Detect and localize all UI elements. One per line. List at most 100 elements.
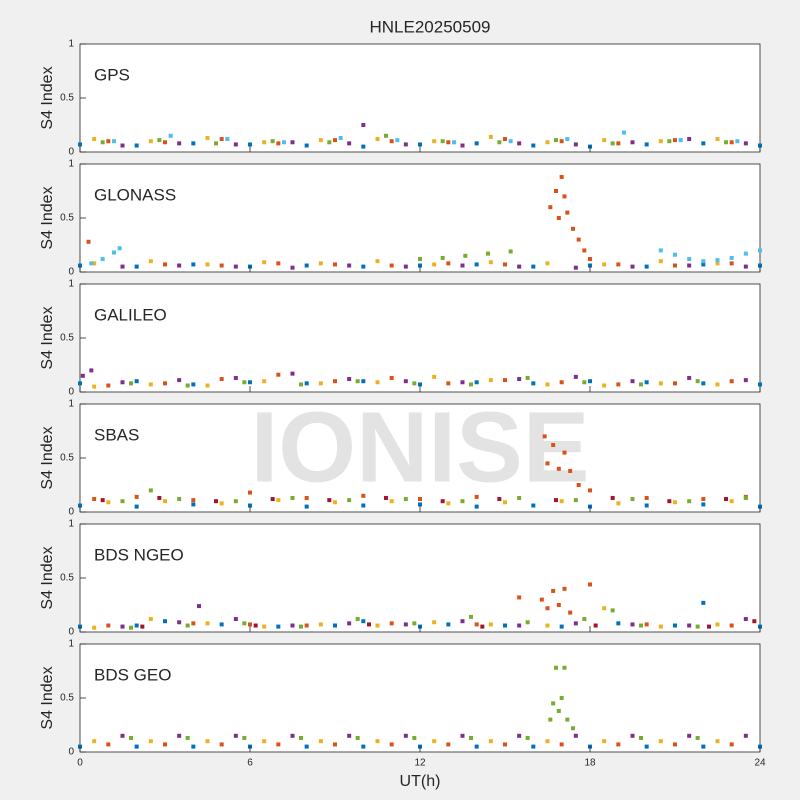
point: [588, 582, 592, 587]
y-tick-label: 1: [68, 39, 74, 50]
point: [508, 249, 513, 254]
point: [163, 140, 167, 145]
point: [304, 381, 309, 386]
point: [191, 621, 196, 626]
point: [616, 501, 621, 506]
point: [219, 137, 224, 142]
point: [347, 377, 352, 382]
point: [573, 733, 578, 738]
point: [616, 262, 621, 267]
point: [191, 744, 196, 749]
point: [148, 382, 153, 387]
point: [219, 501, 224, 506]
point: [440, 499, 445, 504]
point: [548, 205, 553, 210]
point: [545, 382, 550, 387]
point: [403, 497, 408, 502]
point: [687, 263, 692, 268]
point: [432, 739, 437, 744]
point: [497, 497, 502, 502]
point: [673, 742, 677, 747]
point: [347, 733, 352, 738]
point: [687, 499, 692, 504]
point: [418, 257, 422, 262]
point: [418, 142, 422, 147]
point: [559, 499, 564, 504]
point: [403, 379, 408, 384]
point: [568, 610, 573, 615]
point: [582, 380, 587, 385]
panel-label: GALILEO: [94, 305, 167, 324]
point: [185, 735, 190, 740]
point: [168, 133, 173, 138]
point: [673, 263, 677, 268]
point: [503, 500, 507, 505]
figure-title: HNLE20250509: [370, 17, 491, 36]
point: [177, 497, 182, 502]
point: [106, 623, 111, 628]
point: [78, 263, 82, 268]
point: [701, 744, 706, 749]
point: [571, 226, 575, 231]
point: [715, 137, 720, 142]
point: [78, 503, 82, 508]
point: [673, 500, 677, 505]
point: [565, 210, 570, 215]
point: [389, 263, 394, 268]
point: [701, 600, 706, 605]
point: [262, 379, 267, 384]
point: [299, 624, 303, 629]
point: [616, 621, 621, 626]
point: [644, 264, 649, 269]
point: [480, 624, 485, 629]
point: [290, 623, 295, 628]
point: [724, 140, 728, 145]
point: [120, 499, 125, 504]
point: [715, 261, 720, 266]
point: [616, 382, 621, 387]
point: [205, 383, 210, 388]
point: [253, 623, 258, 628]
point: [715, 258, 720, 263]
point: [290, 733, 295, 738]
point: [525, 735, 530, 740]
panel-label: SBAS: [94, 425, 139, 444]
point: [248, 142, 252, 147]
y-tick-label: 1: [68, 399, 74, 410]
point: [573, 374, 578, 379]
y-tick-label: 1: [68, 519, 74, 530]
point: [724, 497, 728, 502]
point: [92, 739, 97, 744]
point: [276, 498, 281, 503]
point: [432, 139, 437, 144]
point: [361, 744, 366, 749]
point: [262, 624, 267, 629]
point: [446, 381, 451, 386]
point: [556, 466, 561, 471]
point: [517, 264, 522, 269]
point: [531, 381, 536, 386]
x-tick-label: 6: [247, 758, 253, 769]
point: [565, 137, 570, 142]
axes: [79, 163, 761, 273]
point: [148, 617, 153, 622]
point: [743, 264, 748, 269]
point: [418, 382, 422, 387]
point: [559, 174, 564, 179]
point: [304, 495, 309, 500]
point: [701, 259, 706, 264]
point: [100, 498, 105, 503]
point: [219, 263, 224, 268]
panel-label: GLONASS: [94, 185, 176, 204]
point: [92, 137, 97, 142]
point: [562, 586, 567, 591]
point: [205, 739, 210, 744]
point: [304, 744, 309, 749]
y-axis-label: S4 Index: [39, 426, 56, 489]
point: [517, 595, 522, 600]
point: [361, 493, 366, 498]
axes: [79, 523, 761, 633]
point: [403, 142, 408, 147]
y-axis-label: S4 Index: [39, 66, 56, 129]
point: [602, 262, 607, 267]
